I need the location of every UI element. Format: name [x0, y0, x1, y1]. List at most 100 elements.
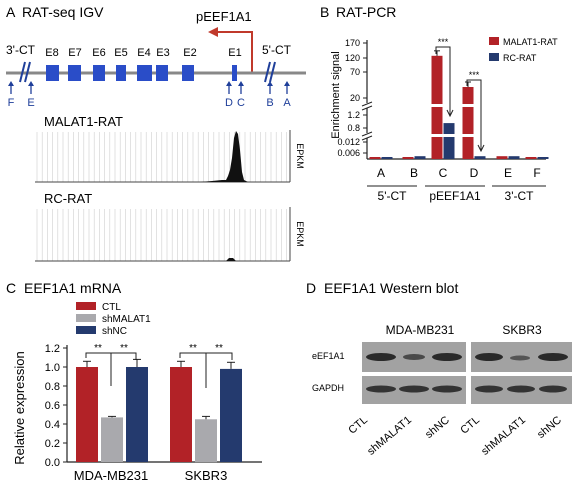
panel-c-ytick-label: 1.2 — [45, 343, 60, 355]
exon-e4: E4 — [137, 47, 152, 81]
bar-shnc-skbr3 — [220, 368, 242, 462]
exon-e8: E8 — [45, 47, 59, 81]
primer-site-e: E — [27, 81, 35, 109]
sig-label-skbr-1: ** — [189, 343, 197, 354]
bar-malat1-rat-d — [462, 87, 474, 159]
lane-label-mda-shnc: shNC — [423, 414, 452, 441]
panel-b-xtick-e: E — [504, 166, 512, 180]
group-label-peef1a1: pEEF1A1 — [429, 189, 481, 203]
sig-label-skbr-2: ** — [215, 343, 223, 354]
exon-e5: E5 — [114, 47, 128, 81]
bar-rc-rat-e — [508, 156, 520, 159]
bar-malat1-rat-e — [496, 156, 508, 159]
end-5ct-label: 5'-CT — [262, 43, 292, 57]
panel-c-ytick-label: 0.6 — [45, 400, 60, 412]
panel-b-bar-break-1 — [430, 104, 486, 107]
panel-b-ytick-label: 0.012 — [337, 137, 360, 147]
track-rc-unit: EPKM — [295, 221, 305, 247]
panel-b: B RAT-PCR Enrichment signal 0.0060.0120.… — [320, 4, 558, 203]
panel-b-bar-break-2 — [430, 134, 486, 137]
svg-text:E1: E1 — [228, 47, 241, 59]
sig-bracket-skbr-1 — [179, 352, 207, 388]
panel-b-legend: MALAT1-RAT RC-RAT — [489, 37, 558, 63]
exon-e6: E6 — [92, 47, 106, 81]
svg-text:F: F — [8, 97, 15, 109]
primer-site-f: F — [8, 81, 15, 109]
panel-b-ytick-label: 170 — [345, 38, 360, 48]
panel-b-axis-break-1 — [361, 101, 373, 111]
panel-c-sig-brackets: ** ** ** ** — [85, 343, 233, 388]
panel-b-axis-break-2 — [361, 131, 373, 141]
track-label-rc: RC-RAT — [44, 191, 92, 206]
svg-text:A: A — [283, 97, 291, 109]
panel-d-title: EEF1A1 Western blot — [324, 280, 458, 296]
panel-a-letter: A — [6, 4, 16, 20]
panel-c-xtick-skbr3: SKBR3 — [185, 468, 228, 483]
bar-rc-rat-a — [381, 157, 393, 159]
bar-shnc-mda-mb231 — [126, 367, 148, 462]
group-label-3ct: 3'-CT — [505, 189, 535, 203]
svg-text:E2: E2 — [183, 47, 196, 59]
exon-e2: E2 — [182, 47, 197, 81]
bar-malat1-rat-a — [369, 157, 381, 159]
panel-c-ytick-label: 0.4 — [45, 419, 60, 431]
panel-b-xtick-b: B — [410, 166, 418, 180]
blot-skbr3-gapdh — [471, 376, 572, 404]
track-label-malat1: MALAT1-RAT — [44, 114, 123, 129]
bar-rc-rat-b — [414, 156, 426, 159]
panel-a: A RAT-seq IGV pEEF1A1 3'-CT 5'-CT E8 E7 … — [6, 4, 306, 262]
panel-c-ylabel: Relative expression — [12, 351, 27, 464]
sig-bracket-mda-2 — [111, 352, 137, 360]
blot-cell-mda: MDA-MB231 — [386, 323, 455, 337]
legend-swatch-shmalat1 — [76, 314, 96, 322]
exon-e1: E1 — [228, 47, 242, 81]
lane-label-mda-shmalat1: shMALAT1 — [365, 414, 414, 458]
sig-label-mda-1: ** — [94, 343, 102, 354]
bar-shmalat1-mda-mb231 — [101, 417, 123, 462]
panel-c-title: EEF1A1 mRNA — [24, 280, 122, 296]
blot-row-label-gapdh: GAPDH — [312, 383, 344, 393]
bar-ctl-skbr3 — [170, 367, 192, 462]
legend-label-ctl: CTL — [102, 302, 121, 313]
exon-e3: E3 — [156, 47, 170, 81]
panel-b-sig-bracket-c: *** — [435, 37, 454, 118]
primer-site-a: A — [283, 81, 291, 109]
end-3ct-label: 3'-CT — [6, 43, 36, 57]
primer-site-c: C — [237, 81, 245, 109]
bar-shmalat1-skbr3 — [195, 419, 217, 463]
panel-b-xtick-c: C — [439, 166, 448, 180]
bar-rc-rat-d — [474, 156, 486, 159]
group-label-5ct: 5'-CT — [378, 189, 408, 203]
panel-b-xtick-a: A — [377, 166, 385, 180]
panel-b-xtick-f: F — [533, 166, 540, 180]
blot-mda-gapdh — [362, 376, 466, 404]
panel-c-bars — [76, 358, 242, 463]
panel-b-title: RAT-PCR — [336, 4, 396, 20]
panel-c-ytick-label: 0.8 — [45, 381, 60, 393]
svg-text:D: D — [225, 97, 233, 109]
panel-b-bars — [369, 50, 549, 159]
sig-bracket-mda-1 — [85, 352, 112, 386]
tss-arrow — [216, 31, 253, 72]
svg-text:B: B — [266, 97, 273, 109]
panel-c-legend: CTL shMALAT1 shNC — [76, 302, 151, 337]
panel-b-ytick-label: 0.8 — [347, 123, 360, 133]
panel-b-xtick-labels: A B C D E F — [377, 166, 541, 180]
break-mark-right — [264, 61, 276, 83]
tss-arrowhead — [208, 27, 218, 37]
blot-row-label-eef1a1: eEF1A1 — [312, 351, 345, 361]
bar-malat1-rat-c — [431, 55, 443, 159]
panel-b-xtick-d: D — [470, 166, 479, 180]
panel-b-ytick-label: 20 — [350, 93, 360, 103]
bar-rc-rat-c — [443, 123, 455, 159]
svg-text:E5: E5 — [114, 47, 127, 59]
exon-e7: E7 — [68, 47, 82, 81]
svg-text:E7: E7 — [68, 47, 81, 59]
track-malat1-unit: EPKM — [295, 143, 305, 169]
panel-b-letter: B — [320, 4, 329, 20]
panel-c-ytick-label: 1.0 — [45, 362, 60, 374]
primer-site-d: D — [225, 81, 233, 109]
break-mark-left — [19, 61, 31, 83]
panel-b-sig-bracket-d: *** — [466, 70, 485, 153]
